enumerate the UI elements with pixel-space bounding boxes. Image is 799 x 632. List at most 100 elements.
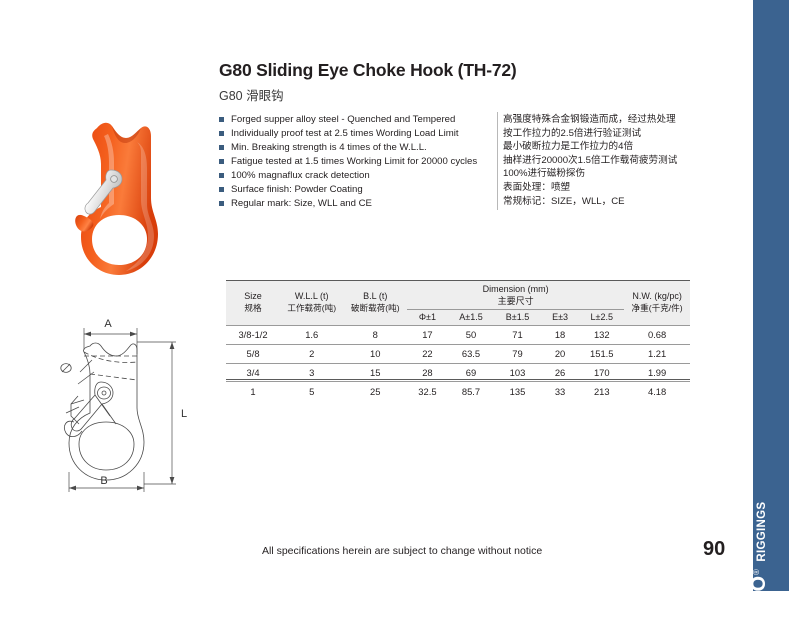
- table-header-row: Size 规格 W.L.L (t) 工作载荷(吨) B.L (t) 破断载荷(吨…: [226, 280, 690, 326]
- page-number: 90: [703, 538, 726, 560]
- bullet-square-icon: [219, 117, 224, 122]
- cell-a: 85.7: [447, 381, 495, 401]
- feature-text: Individually proof test at 2.5 times Wor…: [231, 127, 459, 139]
- cell-nw: 1.21: [624, 343, 690, 364]
- header-dimension-group: Dimension (mm) 主要尺寸: [407, 280, 625, 310]
- bullet-square-icon: [219, 130, 224, 136]
- cell-nw: 4.18: [624, 381, 690, 401]
- cell-wll: 1.6: [280, 325, 344, 345]
- feature-list-chinese: 高强度特殊合金钢锻造而成，经过热处理 按工作拉力的2.5倍进行验证测试 最小破断…: [503, 113, 743, 208]
- feature-text: 100% magnaflux crack detection: [231, 169, 370, 181]
- cell-l: 132: [579, 325, 625, 345]
- header-bl: B.L (t) 破断载荷(吨): [343, 280, 408, 326]
- specification-table: Size 规格 W.L.L (t) 工作载荷(吨) B.L (t) 破断载荷(吨…: [226, 280, 690, 401]
- list-item: 常规标记：SIZE，WLL，CE: [503, 195, 625, 207]
- list-item: 抽样进行20000次1.5倍工作载荷疲劳测试: [503, 154, 678, 166]
- header-b: B±1.5: [494, 309, 541, 326]
- cell-a: 69: [447, 362, 495, 382]
- cell-size: 5/8: [226, 343, 281, 364]
- cell-nw: 0.68: [624, 325, 690, 345]
- cell-nw: 1.99: [624, 362, 690, 382]
- cell-phi: 32.5: [407, 381, 448, 401]
- feature-text: Forged supper alloy steel - Quenched and…: [231, 114, 456, 125]
- footer-disclaimer: All specifications herein are subject to…: [262, 545, 543, 557]
- page-title: G80 Sliding Eye Choke Hook (TH-72): [219, 60, 517, 80]
- column-divider: [497, 112, 498, 210]
- bullet-square-icon: [219, 172, 224, 178]
- registered-mark-icon: ®: [752, 568, 761, 575]
- list-item: 表面处理：喷塑: [503, 181, 571, 193]
- feature-text: Min. Breaking strength is 4 times of the…: [231, 141, 427, 153]
- product-photo: [62, 112, 202, 287]
- table-subheader-row: Φ±1 A±1.5 B±1.5 E±3 L±2.5: [226, 309, 690, 326]
- dimension-label-a: A: [104, 318, 112, 330]
- cell-b: 79: [494, 343, 541, 364]
- dimension-label-b: B: [100, 475, 107, 487]
- cell-l: 213: [579, 381, 625, 401]
- cell-size: 3/8-1/2: [226, 325, 281, 345]
- list-item: Fatigue tested at 1.5 times Working Limi…: [219, 155, 491, 168]
- list-item: 100%进行磁粉探伤: [503, 168, 586, 180]
- table-row: 3/8-1/2 1.6 8 17 50 71 18 132 0.68: [226, 325, 690, 345]
- cell-a: 50: [447, 325, 495, 345]
- cell-bl: 10: [343, 343, 408, 364]
- cell-l: 170: [579, 362, 625, 382]
- cell-bl: 8: [343, 325, 408, 345]
- cell-wll: 5: [280, 381, 344, 401]
- header-wll: W.L.L (t) 工作载荷(吨): [280, 280, 344, 326]
- table-bottom-rule: [226, 379, 690, 380]
- cell-size: 3/4: [226, 362, 281, 382]
- cell-e: 20: [540, 343, 580, 364]
- list-item: Forged supper alloy steel - Quenched and…: [219, 113, 491, 126]
- feature-list-english: Forged supper alloy steel - Quenched and…: [219, 113, 491, 211]
- header-phi: Φ±1: [407, 309, 448, 326]
- cell-l: 151.5: [579, 343, 625, 364]
- list-item: Surface finish: Powder Coating: [219, 183, 491, 196]
- header-e: E±3: [540, 309, 580, 326]
- bullet-square-icon: [219, 144, 224, 150]
- brand-suffix: RIGGINGS: [756, 501, 768, 562]
- cell-e: 33: [540, 381, 580, 401]
- list-item: 100% magnaflux crack detection: [219, 169, 491, 182]
- header-a: A±1.5: [447, 309, 495, 326]
- dimension-label-l: L: [181, 408, 187, 420]
- technical-drawing: A B L: [38, 312, 220, 492]
- bullet-square-icon: [219, 158, 224, 164]
- cell-phi: 22: [407, 343, 448, 364]
- cell-size: 1: [226, 381, 281, 401]
- cell-bl: 15: [343, 362, 408, 382]
- brand-name: TOYO: [748, 576, 770, 632]
- cell-e: 26: [540, 362, 580, 382]
- feature-text: Regular mark: Size, WLL and CE: [231, 197, 372, 209]
- table-row: 1 5 25 32.5 85.7 135 33 213 4.18: [226, 381, 690, 401]
- cell-b: 135: [494, 381, 541, 401]
- cell-e: 18: [540, 325, 580, 345]
- header-l: L±2.5: [579, 309, 625, 326]
- list-item: 高强度特殊合金钢锻造而成，经过热处理: [503, 114, 676, 125]
- table-row: 5/8 2 10 22 63.5 79 20 151.5 1.21: [226, 343, 690, 364]
- cell-bl: 25: [343, 381, 408, 401]
- cell-a: 63.5: [447, 343, 495, 364]
- cell-wll: 2: [280, 343, 344, 364]
- cell-phi: 17: [407, 325, 448, 345]
- header-size: Size 规格: [226, 280, 281, 326]
- list-item: Regular mark: Size, WLL and CE: [219, 197, 491, 210]
- bullet-square-icon: [219, 186, 224, 192]
- list-item: 按工作拉力的2.5倍进行验证测试: [503, 127, 642, 139]
- page-title-block: G80 Sliding Eye Choke Hook (TH-72) G80 滑…: [219, 60, 517, 104]
- header-net-weight: N.W. (kg/pc) 净重(千克/件): [624, 280, 690, 326]
- list-item: Min. Breaking strength is 4 times of the…: [219, 141, 491, 154]
- bullet-square-icon: [219, 200, 224, 206]
- cell-phi: 28: [407, 362, 448, 382]
- list-item: 最小破断拉力是工作拉力的4倍: [503, 141, 634, 153]
- list-item: Individually proof test at 2.5 times Wor…: [219, 127, 491, 140]
- feature-text: Surface finish: Powder Coating: [231, 183, 363, 195]
- brand-sidebar: TOYO ® RIGGINGS: [748, 0, 789, 632]
- cell-b: 103: [494, 362, 541, 382]
- cell-b: 71: [494, 325, 541, 345]
- cell-wll: 3: [280, 362, 344, 382]
- feature-text: Fatigue tested at 1.5 times Working Limi…: [231, 155, 478, 167]
- table-row: 3/4 3 15 28 69 103 26 170 1.99: [226, 362, 690, 382]
- brand-logo: TOYO ® RIGGINGS: [748, 502, 771, 632]
- page-subtitle: G80 滑眼钩: [219, 89, 284, 103]
